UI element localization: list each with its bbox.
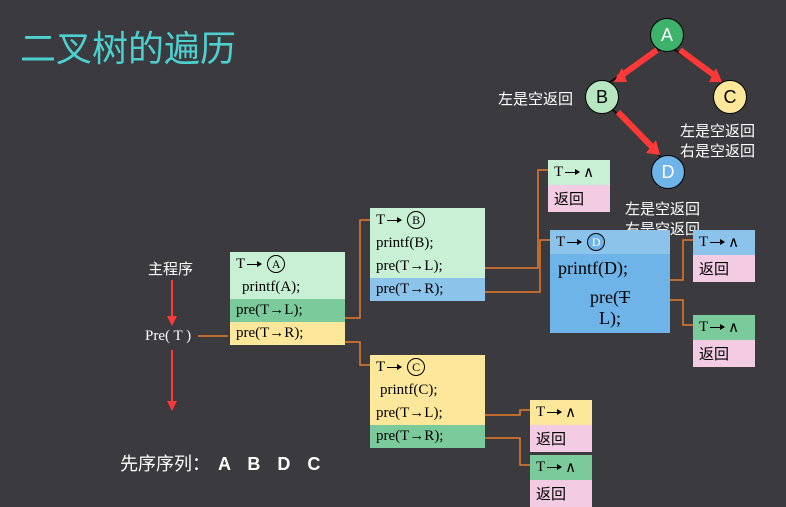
null-return-1: T∧ 返回 — [548, 160, 610, 212]
stmt-printf-c: printf(C); — [370, 379, 485, 402]
stmt-pre-r-c: pre(T→R); — [370, 425, 485, 448]
stmt-pre-l-a: pre(T→L); — [230, 299, 345, 322]
stmt-pre-r-a: pre(T→R); — [230, 322, 345, 345]
var-t: T — [556, 234, 565, 251]
null-return-3: T∧ 返回 — [693, 315, 755, 367]
stmt-pre-l-b: pre(T→L); — [370, 255, 485, 278]
stmt-printf-b: printf(B); — [370, 232, 485, 255]
pre-call-label: Pre( T ) — [145, 328, 191, 345]
null-return-4: T∧ 返回 — [530, 400, 592, 452]
call-frame-a: TA printf(A); pre(T→L); pre(T→R); — [230, 252, 345, 345]
label-c-right-empty: 右是空返回 — [680, 140, 755, 161]
label-b-left-empty: 左是空返回 — [498, 88, 573, 109]
stmt-pre-l-c: pre(T→L); — [370, 402, 485, 425]
var-t: T — [376, 212, 385, 229]
call-frame-b: TB printf(B); pre(T→L); pre(T→R); — [370, 208, 485, 301]
page-title: 二叉树的遍历 — [20, 20, 236, 72]
null-return-5: T∧ 返回 — [530, 455, 592, 507]
label-c-left-empty: 左是空返回 — [680, 120, 755, 141]
label-d-left-empty: 左是空返回 — [625, 198, 700, 219]
var-t: T — [236, 256, 245, 273]
null-return-2: T∧ 返回 — [693, 230, 755, 282]
var-t: T — [376, 359, 385, 376]
tree-node-c: C — [713, 80, 747, 114]
stmt-printf-d: printf(D); — [550, 254, 670, 283]
tree-node-a: A — [650, 18, 684, 52]
stmt-pre-d: pre(TL); — [550, 283, 670, 333]
preorder-sequence: 先序序列：A B D C — [120, 450, 326, 476]
call-frame-d: TD printf(D); pre(TL); — [550, 230, 670, 333]
call-frame-c: TC printf(C); pre(T→L); pre(T→R); — [370, 355, 485, 448]
stmt-pre-r-b: pre(T→R); — [370, 278, 485, 301]
stmt-printf-a: printf(A); — [230, 276, 345, 299]
main-proc-label: 主程序 — [148, 258, 193, 279]
tree-node-b: B — [585, 80, 619, 114]
